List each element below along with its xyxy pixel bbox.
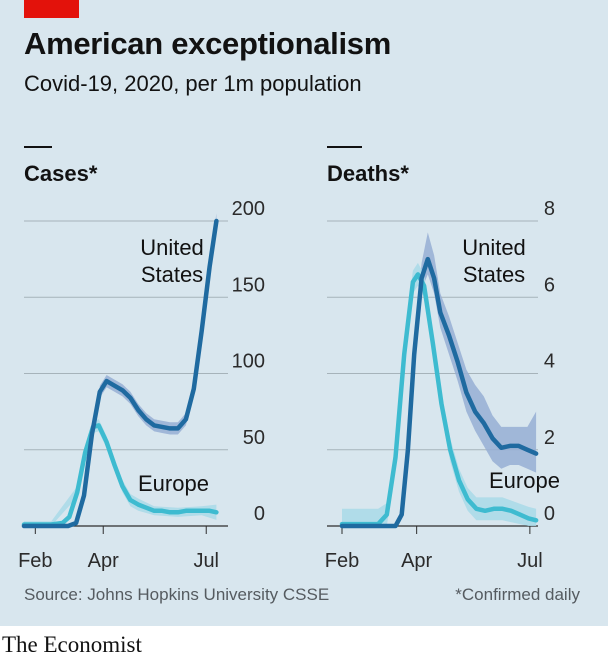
y-tick-label: 200 (232, 198, 265, 220)
panel-title: Cases* (24, 161, 98, 186)
economist-logo-text: The Economist (2, 632, 142, 657)
footnote: *Confirmed daily (455, 585, 580, 604)
chart-background-panel (0, 0, 608, 626)
series-line (21, 218, 219, 529)
y-tick-label: 2 (544, 427, 555, 449)
charts-svg: Cases* 0 50 100 150 200 Feb Apr Jul United States E… (18, 146, 560, 572)
y-tick-label: 100 (232, 351, 265, 373)
confidence-band (24, 419, 217, 526)
y-tick-label: 6 (544, 274, 555, 296)
series-line (21, 423, 219, 527)
x-tick-label: Apr (88, 550, 119, 572)
chart-subtitle: Covid-19, 2020, per 1m population (24, 71, 362, 96)
series-line (339, 272, 539, 527)
y-tick-label: 50 (243, 427, 265, 449)
chart-title: American exceptionalism (24, 26, 391, 61)
series-label: United States (140, 235, 204, 287)
series-label: United States (462, 235, 526, 287)
y-tick-label: 0 (254, 503, 265, 525)
source-note: Source: Johns Hopkins University CSSE (24, 585, 330, 604)
series-label: Europe (489, 468, 560, 493)
x-tick-label: Feb (18, 550, 52, 572)
y-tick-label: 8 (544, 198, 555, 220)
y-tick-label: 0 (544, 503, 555, 525)
deaths-panel: Deaths* 0 2 4 6 8 Feb Apr Jul United States Europe (325, 146, 560, 572)
x-tick-label: Feb (325, 550, 359, 572)
y-tick-label: 4 (544, 351, 555, 373)
x-tick-label: Apr (401, 550, 432, 572)
brand-red-tag (24, 0, 79, 18)
series-line (339, 256, 539, 529)
x-tick-label: Jul (517, 550, 543, 572)
panel-title: Deaths* (327, 161, 409, 186)
x-tick-label: Jul (193, 550, 219, 572)
cases-panel: Cases* 0 50 100 150 200 Feb Apr Jul United States E… (18, 146, 265, 572)
y-tick-label: 150 (232, 274, 265, 296)
series-label: Europe (138, 471, 209, 496)
